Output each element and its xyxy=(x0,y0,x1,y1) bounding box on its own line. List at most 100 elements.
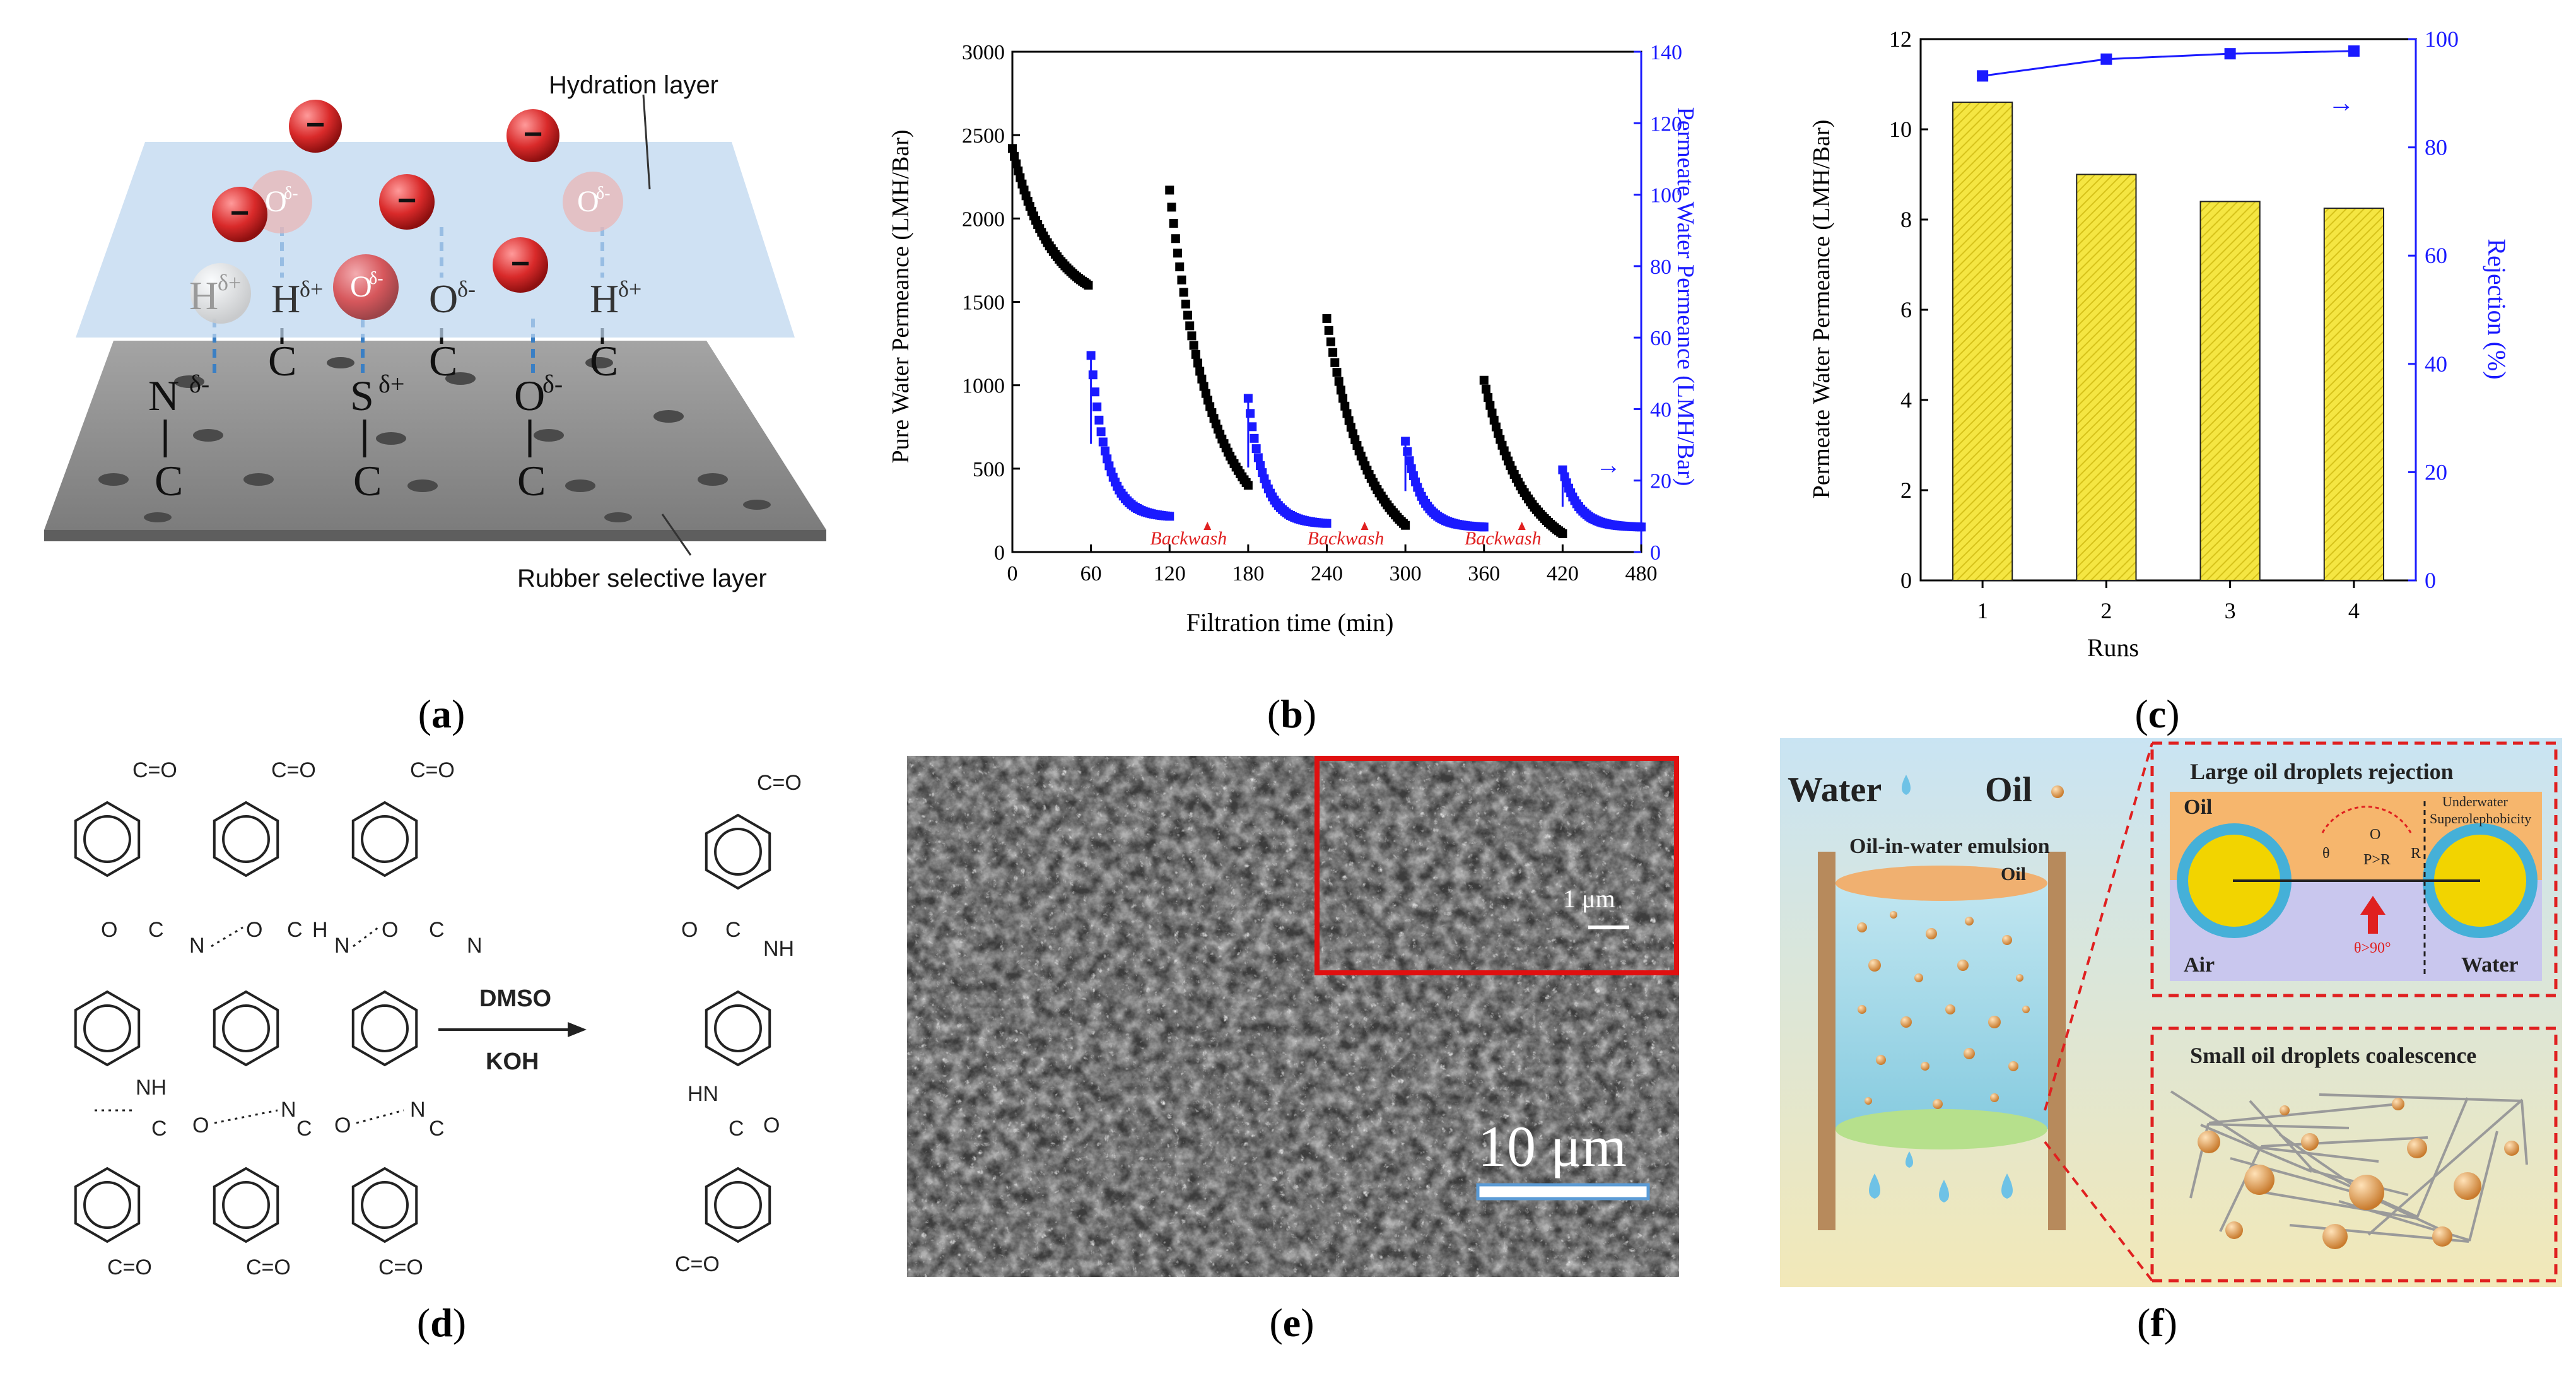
permeate-point xyxy=(1088,370,1098,380)
d-c-4: C xyxy=(151,1117,167,1141)
pure-water-point xyxy=(1558,529,1567,538)
oil-droplet xyxy=(2016,974,2023,982)
oil-droplet xyxy=(1900,1016,1912,1028)
pure-water-point xyxy=(1344,416,1354,425)
pure-water-point xyxy=(1012,159,1021,168)
permeate-point xyxy=(1405,456,1414,466)
oil-droplet xyxy=(1957,960,1969,971)
mesh-fiber xyxy=(2367,1098,2524,1236)
backwash-arrow xyxy=(1361,522,1369,530)
chart-c-y2tick-label: 100 xyxy=(2425,26,2459,52)
caption-d-letter: d xyxy=(430,1300,453,1345)
emulsion-body xyxy=(1835,883,2048,1129)
pure-water-point xyxy=(1334,377,1344,386)
f-box1-underwater: Underwater xyxy=(2442,794,2509,809)
hydration-layer-label: Hydration layer xyxy=(549,71,718,99)
f-box1-o: O xyxy=(2370,826,2380,843)
atom-h-2-charge: δ+ xyxy=(618,276,641,302)
d-o-p2: O xyxy=(763,1114,780,1137)
chart-b-xtick-label: 360 xyxy=(1468,562,1500,585)
atom-n-charge: δ- xyxy=(189,370,209,398)
rejection-point xyxy=(2100,53,2112,65)
reaction-arrow-head xyxy=(568,1022,587,1037)
d-o-2: O xyxy=(246,918,262,942)
ghost-h-atom xyxy=(190,263,251,324)
benzene-ring xyxy=(705,813,771,890)
f-oil-label: Oil xyxy=(1985,770,2032,809)
mesh-fiber xyxy=(2520,1100,2528,1165)
benzene-ring xyxy=(74,801,141,878)
mesh-fiber xyxy=(2319,1093,2522,1102)
pure-water-point xyxy=(1173,249,1183,258)
f-box2-title: Small oil droplets coalescence xyxy=(2190,1043,2476,1068)
chart-c-xtick-label: 4 xyxy=(2348,598,2360,623)
membrane-disk xyxy=(1835,1109,2047,1149)
coalescence-box xyxy=(2150,1026,2558,1283)
permeate-point xyxy=(1479,522,1489,532)
chart-c-ytick-label: 0 xyxy=(1900,568,1912,593)
atom-c-6: C xyxy=(590,337,618,385)
chart-b-y2tick-label: 80 xyxy=(1650,256,1671,279)
oil-droplet xyxy=(1876,1055,1886,1065)
pure-water-point xyxy=(1338,394,1348,403)
left-wall xyxy=(1818,852,1835,1230)
d-co-1: C=O xyxy=(132,758,177,782)
rejection-box xyxy=(2150,741,2558,997)
chart-b-y2tick-label: 40 xyxy=(1650,398,1671,421)
permeate-point xyxy=(1250,433,1259,443)
rejection-point xyxy=(2224,48,2236,60)
oil-droplet xyxy=(1921,1062,1929,1071)
f-box1-oil: Oil xyxy=(2184,796,2212,819)
pure-water-point xyxy=(1167,203,1176,212)
atom-o-1: O xyxy=(429,276,458,321)
f-box1-p: P>R xyxy=(2363,852,2391,868)
permeate-point xyxy=(1403,447,1412,456)
panel-b: Filtration time (min) Pure Water Permean… xyxy=(870,0,1716,681)
permeance-bar xyxy=(1952,102,2013,582)
rejection-point xyxy=(1977,70,1989,82)
caption-a: (a) xyxy=(418,691,465,736)
pure-water-point xyxy=(1340,401,1350,411)
d-o-p1: O xyxy=(681,918,698,942)
benzene-ring xyxy=(213,1167,279,1243)
runs-bar-chart: Runs Permeate Water Permeance (LMH/Bar) … xyxy=(1808,26,2511,662)
benzene-ring xyxy=(705,990,771,1067)
chart-b-frame xyxy=(1011,50,1642,553)
pure-water-point xyxy=(1342,409,1352,418)
d-nh-2: N xyxy=(334,934,350,958)
d-o-5: O xyxy=(334,1114,351,1137)
ion-minus-4: − xyxy=(397,182,416,219)
permeance-time-chart: Filtration time (min) Pure Water Permean… xyxy=(887,41,1699,637)
permeance-bar xyxy=(2199,201,2261,581)
d-c-6: C xyxy=(429,1117,445,1141)
hydrated-oxygen-2 xyxy=(333,254,399,320)
chart-c-y2tick-label: 40 xyxy=(2425,351,2447,377)
atom-h-1-charge: δ+ xyxy=(300,276,323,302)
oil-droplet xyxy=(1868,959,1881,972)
oil-drop-icon xyxy=(2051,785,2064,798)
mesh-fiber xyxy=(2261,1136,2428,1148)
benzene-ring xyxy=(213,990,279,1067)
oil-droplet xyxy=(2022,1006,2030,1013)
oil-droplet xyxy=(1858,1005,1866,1014)
chart-b-ytick-label: 2500 xyxy=(962,124,1005,148)
f-box1-r: R xyxy=(2411,845,2421,862)
permeate-point xyxy=(1100,446,1109,455)
rejection-line xyxy=(1982,50,2354,77)
chart-c-xtick-label: 3 xyxy=(2225,598,2236,623)
d-o-3: O xyxy=(382,918,398,942)
pure-water-point xyxy=(1195,367,1205,376)
sem-main-scale-label: 10 μm xyxy=(1478,1114,1627,1178)
d-co-4: C=O xyxy=(757,771,802,795)
d-nh-1: N xyxy=(189,934,205,958)
d-oc-2: C=O xyxy=(246,1255,291,1279)
pure-water-point xyxy=(1169,218,1178,228)
pure-water-point xyxy=(1179,288,1188,297)
negative-ions xyxy=(212,100,559,293)
pure-water-point xyxy=(1187,331,1197,341)
permeate-point xyxy=(1637,522,1646,532)
atom-c-1: C xyxy=(155,457,183,505)
chart-b-xtick-label: 180 xyxy=(1232,562,1264,585)
chart-c-xtick-label: 2 xyxy=(2100,598,2112,623)
coalesced-droplet xyxy=(2392,1098,2404,1110)
